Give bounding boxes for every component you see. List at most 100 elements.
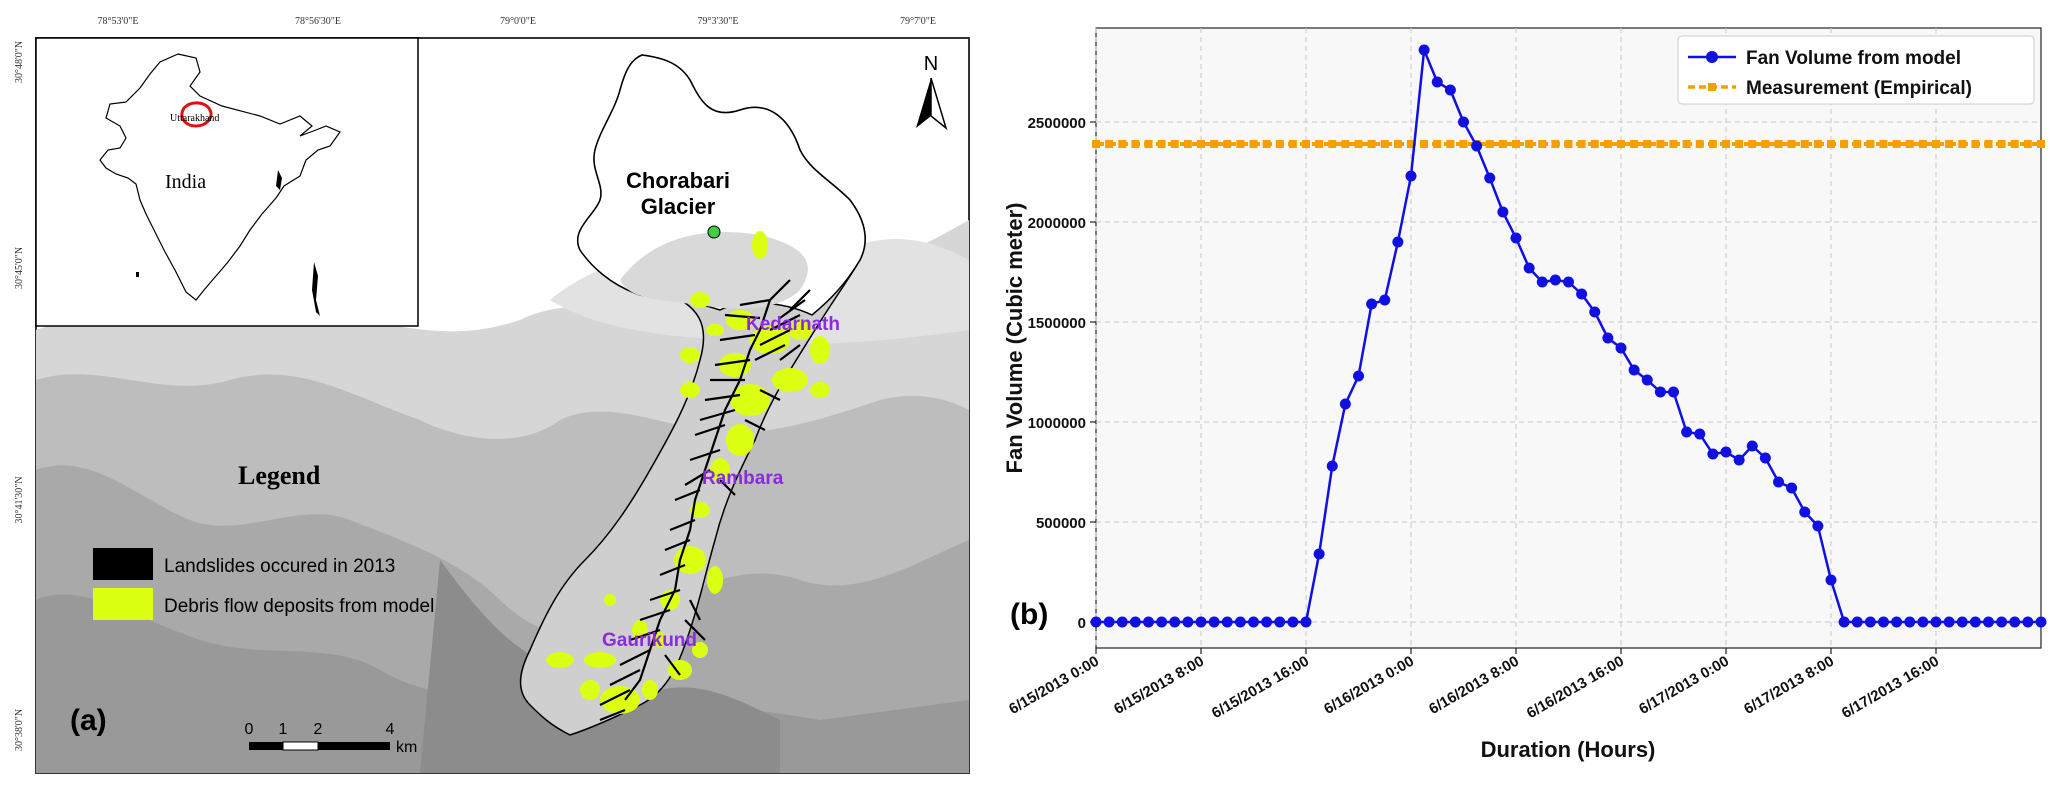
x-tick-label: 6/16/2013 0:00 <box>1321 653 1417 718</box>
model-data-point <box>1825 574 1837 586</box>
empirical-point <box>1223 140 1232 148</box>
coord-left-2: 30°45'0"N <box>14 247 25 289</box>
model-data-point <box>1891 616 1903 628</box>
fan-volume-chart: 0 500000 1000000 1500000 2000000 2500000 6/15/… <box>1002 27 2047 762</box>
scale-tick-0: 0 <box>245 721 254 738</box>
scale-bar: 0 1 2 4 km <box>245 721 418 756</box>
kedarnath-label: Kedarnath <box>746 314 840 335</box>
empirical-point <box>1918 140 1927 148</box>
scale-unit: km <box>396 739 417 756</box>
uttarakhand-boundary <box>180 101 213 128</box>
model-data-point <box>1773 476 1784 488</box>
x-tick-label: 6/17/2013 0:00 <box>1636 653 1732 718</box>
model-data-point <box>1668 386 1679 398</box>
legend-label-debris: Debris flow deposits from model <box>164 596 434 617</box>
y-tick-label: 500000 <box>1036 515 1086 532</box>
empirical-point <box>1892 140 1901 148</box>
model-data-point <box>1983 616 1994 628</box>
model-data-point <box>1143 616 1154 628</box>
empirical-point <box>1564 140 1573 148</box>
model-data-point <box>1195 616 1207 628</box>
series <box>1090 44 2047 628</box>
model-data-point <box>1746 440 1758 452</box>
model-data-point <box>1261 616 1273 628</box>
model-data-point <box>2022 616 2034 628</box>
legend-swatch-debris <box>93 588 153 620</box>
model-data-point <box>1707 448 1719 460</box>
model-data-point <box>1274 616 1286 628</box>
model-data-point <box>1182 616 1194 628</box>
model-data-point <box>1090 616 1102 628</box>
model-data-point <box>1759 452 1771 464</box>
model-data-point <box>1431 76 1443 88</box>
legend-label-empirical: Measurement (Empirical) <box>1746 78 1972 99</box>
empirical-point <box>1643 140 1652 148</box>
model-data-point <box>1392 236 1404 248</box>
model-data-point <box>1838 616 1850 628</box>
model-data-point <box>1812 520 1824 532</box>
empirical-point <box>1538 140 1547 148</box>
model-data-point <box>1287 616 1299 628</box>
model-data-point <box>1615 342 1627 354</box>
model-data-point <box>1628 364 1640 376</box>
empirical-point <box>1105 140 1114 148</box>
model-data-point <box>1694 428 1706 440</box>
y-tick-label: 1500000 <box>1028 315 1086 332</box>
empirical-point <box>1315 140 1324 148</box>
legend-marker-model <box>1706 51 1718 63</box>
empirical-point <box>1879 140 1888 148</box>
empirical-point <box>1866 140 1875 148</box>
model-data-point <box>1405 170 1417 182</box>
legend-label-landslides: Landslides occured in 2013 <box>164 556 395 577</box>
empirical-point <box>1827 140 1835 148</box>
y-tick-label: 2500000 <box>1028 115 1086 132</box>
empirical-point <box>1170 140 1179 148</box>
empirical-point <box>1813 140 1822 148</box>
glacier-label-1: Chorabari <box>626 168 730 193</box>
model-data-point <box>1169 616 1181 628</box>
map-coordinates: 78°53'0"E 78°56'30"E 79°0'0"E 79°3'30"E … <box>14 16 936 751</box>
model-data-point <box>1234 616 1246 628</box>
empirical-point <box>1761 140 1770 148</box>
coord-top-3: 79°0'0"E <box>500 16 536 27</box>
empirical-point <box>1288 140 1297 148</box>
model-data-point <box>1878 616 1889 628</box>
x-tick-label: 6/15/2013 0:00 <box>1006 653 1102 718</box>
model-data-point <box>1300 616 1312 628</box>
model-data-point <box>1917 616 1929 628</box>
model-data-point <box>1864 616 1876 628</box>
empirical-point <box>1735 140 1744 148</box>
model-data-point <box>1418 44 1430 56</box>
model-data-point <box>1221 616 1233 628</box>
map-legend: Legend Landslides occured in 2013 Debris… <box>93 461 434 620</box>
empirical-point <box>1840 140 1849 148</box>
empirical-point <box>1722 140 1730 148</box>
empirical-point <box>1932 140 1940 148</box>
coord-left-1: 30°48'0"N <box>14 41 25 83</box>
x-tick-label: 6/16/2013 16:00 <box>1524 653 1627 722</box>
model-data-point <box>1471 140 1483 152</box>
model-data-point <box>1641 374 1653 386</box>
empirical-point <box>1446 140 1455 148</box>
empirical-point <box>1328 140 1337 148</box>
empirical-point <box>1433 140 1442 148</box>
model-data-point <box>1786 482 1798 494</box>
empirical-point <box>1275 140 1284 148</box>
model-data-point <box>1326 460 1338 472</box>
model-data-point <box>2009 616 2021 628</box>
model-data-point <box>1733 454 1745 466</box>
x-tick-label: 6/15/2013 16:00 <box>1209 653 1312 722</box>
chart-panel-label: (b) <box>1010 598 1048 631</box>
empirical-point <box>1669 140 1678 148</box>
model-data-point <box>1536 276 1548 288</box>
north-arrow-label: N <box>924 53 938 75</box>
empirical-point <box>1131 140 1140 148</box>
y-tick-label: 2000000 <box>1028 215 1086 232</box>
empirical-point <box>1603 140 1612 148</box>
empirical-point <box>1590 140 1599 148</box>
empirical-point <box>1092 140 1100 148</box>
study-area-map: 78°53'0"E 78°56'30"E 79°0'0"E 79°3'30"E … <box>14 16 970 774</box>
model-data-point <box>1799 506 1811 518</box>
coord-left-4: 30°38'0"N <box>14 709 25 751</box>
legend-marker-empirical <box>1708 83 1716 91</box>
